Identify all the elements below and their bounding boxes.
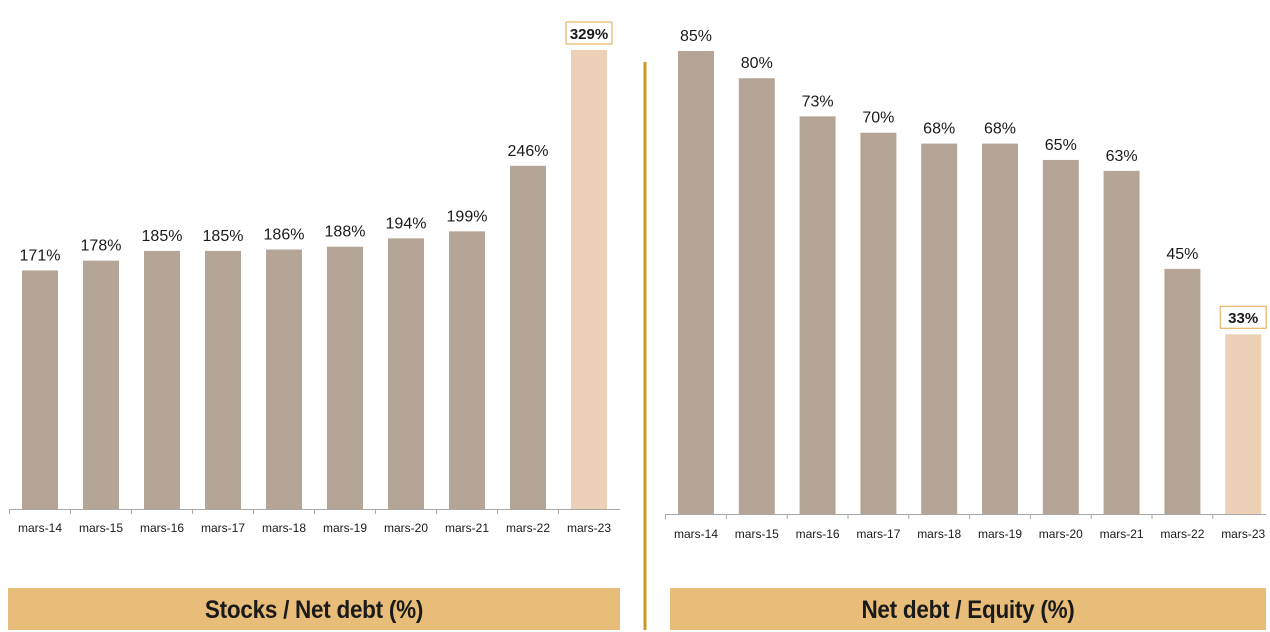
bar-mars-17 (860, 132, 897, 515)
chart-title-band (8, 588, 620, 630)
bar-mars-15 (83, 260, 119, 509)
bar-mars-18 (266, 249, 302, 509)
x-tick-label: mars-18 (262, 521, 306, 535)
x-tick-label: mars-21 (1100, 527, 1144, 541)
bar-mars-14 (678, 51, 714, 514)
bar-mars-14 (22, 270, 58, 509)
data-label: 70% (862, 110, 894, 127)
bar-mars-20 (1042, 159, 1079, 515)
x-tick-label: mars-18 (917, 527, 961, 541)
bar-mars-23 (1225, 334, 1262, 514)
bar-mars-19 (982, 143, 1018, 514)
bar-mars-17 (205, 250, 241, 509)
data-label: 329% (570, 26, 608, 43)
data-label: 188% (325, 224, 366, 241)
bar-mars-15 (738, 78, 775, 514)
bar-mars-16 (144, 250, 180, 509)
bar-mars-16 (799, 116, 836, 514)
x-tick-label: mars-17 (856, 527, 900, 541)
bar-mars-22 (510, 165, 546, 509)
data-label: 45% (1166, 246, 1198, 263)
x-tick-label: mars-14 (674, 527, 718, 541)
highlight-label-box (565, 21, 613, 45)
data-label: 73% (802, 93, 834, 110)
data-label: 185% (203, 228, 244, 245)
data-label: 246% (508, 143, 549, 160)
data-label: 185% (142, 228, 183, 245)
bar-mars-20 (388, 238, 424, 510)
data-label: 194% (386, 215, 427, 232)
bar-mars-22 (1164, 268, 1201, 514)
x-tick-label: mars-15 (79, 521, 123, 535)
data-label: 199% (447, 208, 488, 225)
data-label: 85% (680, 28, 712, 45)
chart-title-stocks-net-debt: Stocks / Net debt (%) (204, 595, 424, 624)
x-tick-label: mars-21 (445, 521, 489, 535)
stocks-net-debt-chart: 171% mars-14 178% mars-15 185% mars-16 185% mar… (9, 21, 620, 535)
x-tick-label: mars-16 (796, 527, 840, 541)
x-tick-label: mars-16 (140, 521, 184, 535)
data-label: 186% (264, 227, 305, 244)
x-tick-label: mars-20 (384, 521, 428, 535)
data-label: 178% (81, 238, 122, 255)
x-tick-label: mars-14 (18, 521, 62, 535)
bar-mars-23 (571, 50, 607, 509)
x-tick-label: mars-20 (1039, 527, 1083, 541)
x-tick-label: mars-19 (978, 527, 1022, 541)
x-tick-label: mars-17 (201, 521, 245, 535)
x-tick-label: mars-23 (1221, 527, 1265, 541)
data-label: 65% (1045, 137, 1077, 154)
x-tick-label: mars-22 (1160, 527, 1204, 541)
data-label: 68% (984, 121, 1016, 138)
chart-title-band (670, 588, 1266, 630)
highlight-label-box (1219, 305, 1267, 329)
bar-mars-21 (449, 231, 485, 509)
data-label: 33% (1228, 310, 1258, 327)
data-label: 68% (923, 121, 955, 138)
x-tick-label: mars-23 (567, 521, 611, 535)
data-label: 171% (20, 247, 61, 264)
x-tick-label: mars-22 (506, 521, 550, 535)
bar-mars-19 (327, 246, 363, 509)
data-label: 80% (741, 55, 773, 72)
bar-mars-18 (921, 143, 958, 514)
x-tick-label: mars-19 (323, 521, 367, 535)
bar-mars-21 (1103, 170, 1140, 514)
data-label: 63% (1106, 148, 1138, 165)
chart-title-net-debt-equity: Net debt / Equity (%) (861, 595, 1075, 624)
net-debt-equity-chart: 85% mars-14 80% mars-15 73% mars-16 70% mars-17… (665, 28, 1267, 541)
x-tick-label: mars-15 (735, 527, 779, 541)
